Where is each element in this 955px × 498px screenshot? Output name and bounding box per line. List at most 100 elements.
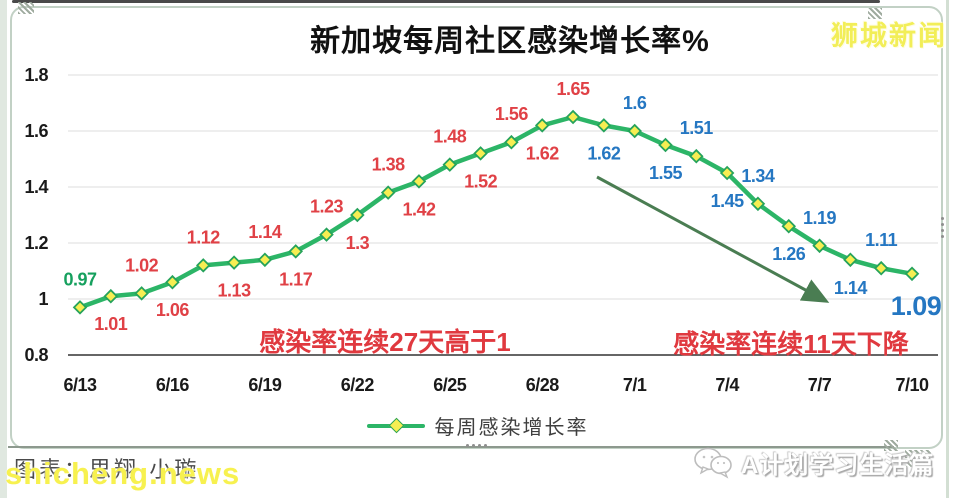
slide-top-border [12, 0, 880, 3]
data-point-marker [165, 274, 180, 290]
data-point-marker [750, 196, 766, 212]
data-point-marker [627, 123, 642, 139]
bottom-center-drag-handle[interactable] [466, 444, 487, 447]
data-point-label: 1.13 [218, 281, 252, 301]
data-point-label: 1.55 [649, 163, 683, 183]
data-point-label: 1.56 [495, 104, 529, 124]
data-point-label: 1.34 [741, 166, 775, 186]
data-point-label: 1.42 [402, 199, 436, 219]
resize-handle-top-left[interactable] [18, 2, 34, 14]
data-point-label: 1.12 [187, 227, 221, 247]
x-tick-label: 7/4 [715, 375, 739, 395]
data-point-label: 1.01 [94, 314, 128, 334]
data-point-marker [72, 300, 88, 315]
data-point-marker [226, 255, 242, 270]
data-point-label: 1.38 [372, 155, 406, 175]
data-point-label: 1.52 [464, 171, 498, 191]
data-point-marker [596, 118, 612, 133]
data-point-marker [904, 266, 920, 282]
data-point-marker [442, 157, 458, 172]
y-tick-label: 0.8 [24, 345, 48, 365]
data-point-marker [781, 218, 797, 234]
data-point-label: 1.06 [156, 300, 190, 320]
legend-line-sample [366, 417, 425, 433]
x-tick-label: 7/7 [808, 375, 832, 395]
data-point-marker [504, 134, 519, 150]
chart-object-frame [10, 6, 943, 449]
wechat-icon [694, 447, 732, 479]
x-tick-label: 7/1 [623, 375, 647, 395]
data-point-marker [134, 286, 149, 301]
x-tick-label: 6/19 [248, 375, 282, 395]
y-tick-label: 1.6 [24, 121, 48, 141]
data-point-marker [288, 244, 303, 259]
data-point-label: 1.23 [310, 197, 344, 217]
window-right-edge [946, 0, 949, 498]
resize-handle-bottom-right[interactable] [884, 440, 898, 451]
right-middle-drag-handle[interactable] [941, 217, 944, 238]
data-point-marker [195, 258, 211, 273]
y-tick-label: 1.4 [24, 177, 48, 197]
data-point-marker [473, 146, 488, 161]
data-point-marker [380, 185, 396, 200]
data-point-marker [565, 109, 581, 125]
chart-title: 新加坡每周社区感染增长率% [310, 25, 710, 58]
resize-handle-grip-1[interactable] [905, 450, 931, 458]
data-point-marker [411, 174, 427, 189]
data-point-label: 1.51 [680, 118, 714, 138]
data-point-label: 1.19 [803, 208, 837, 228]
data-point-marker [873, 260, 889, 276]
data-point-label: 1.3 [346, 233, 370, 253]
data-point-marker [534, 118, 550, 133]
trend-arrow [596, 175, 830, 303]
y-tick-label: 1 [38, 289, 48, 309]
data-point-marker [719, 165, 735, 181]
window-left-edge [0, 0, 7, 498]
y-tick-label: 1.8 [24, 65, 48, 85]
data-point-label: 1.17 [279, 269, 313, 289]
data-point-marker [658, 137, 673, 153]
data-point-label: 1.11 [865, 230, 898, 250]
data-point-label: 1.26 [772, 244, 806, 264]
brand-logo: 狮城新闻 [831, 21, 947, 51]
data-point-marker [257, 252, 273, 268]
resize-handle-grip-2[interactable] [905, 460, 925, 467]
data-point-marker [350, 207, 365, 223]
data-point-marker [843, 252, 858, 268]
data-point-label: 1.14 [834, 278, 868, 298]
wechat-account-name: A计划学习生活篇 [741, 452, 935, 479]
data-point-label: 1.09 [891, 291, 942, 321]
data-point-label: 0.97 [63, 269, 97, 289]
data-point-label: 1.6 [623, 93, 647, 113]
annotation-rising: 感染率连续27天高于1 [259, 327, 511, 357]
watermark: shicheng.news [5, 456, 241, 491]
y-tick-label: 1.2 [24, 233, 48, 253]
series-line [77, 114, 915, 310]
data-point-label: 1.02 [125, 255, 159, 275]
data-point-marker [319, 227, 334, 242]
wechat-credit: A计划学习生活篇 [693, 445, 934, 480]
resize-handle-top-right[interactable] [868, 8, 882, 19]
data-point-label: 1.62 [587, 143, 621, 163]
x-tick-label: 6/28 [526, 375, 560, 395]
legend-label: 每周感染增长率 [434, 417, 589, 439]
x-tick-label: 6/25 [433, 375, 467, 395]
x-tick-label: 6/16 [156, 375, 190, 395]
x-tick-label: 6/13 [63, 375, 97, 395]
data-point-label: 1.14 [248, 222, 282, 242]
data-point-label: 1.48 [433, 127, 467, 147]
annotation-falling: 感染率连续11天下降 [673, 329, 909, 359]
data-point-marker [103, 288, 119, 304]
legend: 每周感染增长率 [0, 411, 955, 440]
footer-divider-line [8, 446, 894, 448]
data-point-marker [689, 148, 704, 164]
x-tick-label: 7/10 [895, 375, 929, 395]
data-point-marker [812, 238, 827, 254]
data-point-label: 1.65 [557, 79, 591, 99]
data-point-label: 1.45 [711, 191, 745, 211]
x-tick-label: 6/22 [341, 375, 375, 395]
legend-marker-icon [388, 417, 404, 433]
data-point-label: 1.62 [526, 143, 560, 163]
